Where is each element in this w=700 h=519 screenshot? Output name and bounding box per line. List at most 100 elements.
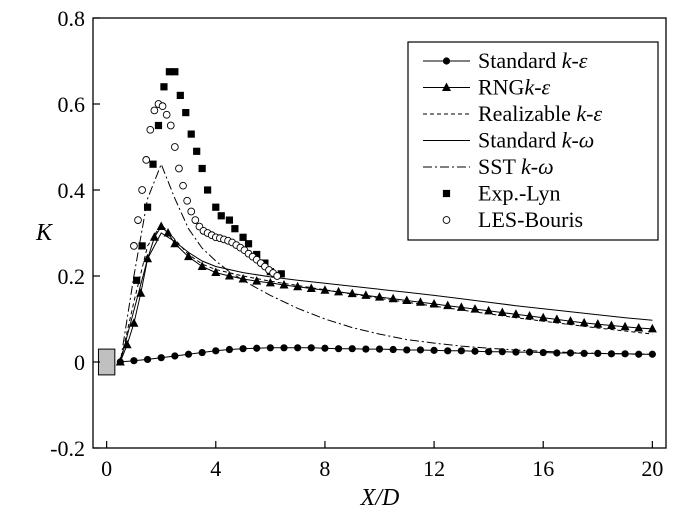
- point-rng-k-epsilon: [456, 302, 466, 311]
- point-standard-k-epsilon: [539, 348, 547, 357]
- legend-marker-exp-lyn: [442, 189, 451, 198]
- point-standard-k-epsilon: [348, 345, 356, 353]
- y-tick-label: 0.4: [58, 178, 86, 203]
- legend-item-exp-lyn: Exp.-Lyn: [442, 181, 561, 206]
- point-standard-k-epsilon: [471, 347, 479, 355]
- point-les-bouris: [142, 156, 151, 164]
- y-tick-label: 0.8: [58, 6, 86, 31]
- point-exp-lyn: [239, 233, 247, 241]
- line-realizable-k-epsilon: [119, 223, 653, 363]
- point-les-bouris: [146, 125, 155, 134]
- point-standard-k-epsilon: [225, 345, 234, 354]
- y-tick-label: -0.2: [50, 436, 85, 461]
- point-rng-k-epsilon: [593, 319, 603, 328]
- x-axis-title: X/D: [360, 485, 400, 511]
- x-tick-label: 4: [210, 456, 221, 481]
- plot-frame: [92, 17, 667, 449]
- point-standard-k-epsilon: [239, 345, 247, 353]
- legend-label-exp-lyn: Exp.-Lyn: [478, 181, 561, 206]
- point-les-bouris: [162, 110, 171, 119]
- point-les-bouris: [191, 216, 200, 224]
- legend-marker-rng-k-epsilon: [442, 82, 451, 91]
- point-les-bouris: [183, 196, 191, 205]
- y-tick-label: 0.6: [58, 92, 86, 117]
- legend-item-sst-k-omega: SST k-ω: [423, 154, 554, 179]
- point-exp-lyn: [253, 250, 261, 259]
- point-standard-k-epsilon: [403, 346, 411, 354]
- point-standard-k-epsilon: [430, 346, 438, 354]
- legend-item-rng-k-epsilon: RNGk-ε: [423, 75, 551, 100]
- point-rng-k-epsilon: [334, 286, 344, 296]
- point-exp-lyn: [149, 160, 157, 168]
- point-standard-k-epsilon: [294, 344, 302, 352]
- legend-item-realizable-k-epsilon: Realizable k-ε: [423, 101, 602, 126]
- point-standard-k-epsilon: [621, 350, 629, 358]
- point-rng-k-epsilon: [252, 276, 262, 285]
- point-standard-k-epsilon: [525, 348, 534, 356]
- point-rng-k-epsilon: [525, 310, 535, 320]
- point-standard-k-epsilon: [362, 345, 370, 353]
- point-standard-k-epsilon: [498, 348, 506, 356]
- legend-label-realizable-k-epsilon: Realizable k-ε: [478, 101, 602, 126]
- point-les-bouris: [134, 216, 142, 224]
- y-axis-title: K: [35, 220, 54, 246]
- point-rng-k-epsilon: [552, 314, 562, 323]
- point-les-bouris: [166, 121, 175, 130]
- point-exp-lyn: [225, 216, 234, 224]
- point-rng-k-epsilon: [566, 316, 575, 325]
- point-rng-k-epsilon: [129, 318, 139, 327]
- point-les-bouris: [273, 272, 282, 280]
- point-rng-k-epsilon: [279, 280, 289, 289]
- series-les-bouris: [130, 100, 282, 280]
- line-standard-k-epsilon: [120, 347, 653, 363]
- point-rng-k-epsilon: [211, 267, 221, 277]
- series-standard-k-epsilon: [116, 344, 656, 366]
- point-exp-lyn: [198, 164, 206, 173]
- point-les-bouris: [179, 181, 187, 190]
- point-rng-k-epsilon: [647, 323, 657, 333]
- legend-label-sst-k-omega: SST k-ω: [478, 154, 554, 179]
- point-exp-lyn: [277, 270, 285, 278]
- legend-marker-les-bouris: [442, 216, 451, 224]
- point-exp-lyn: [138, 242, 146, 250]
- point-exp-lyn: [231, 225, 239, 233]
- x-tick-label: 8: [319, 456, 330, 481]
- point-rng-k-epsilon: [170, 238, 180, 248]
- point-les-bouris: [187, 207, 196, 216]
- point-les-bouris: [158, 102, 167, 111]
- point-standard-k-epsilon: [321, 344, 329, 352]
- point-standard-k-epsilon: [143, 355, 152, 364]
- point-rng-k-epsilon: [156, 221, 166, 231]
- y-tick-label: 0.2: [58, 264, 86, 289]
- point-exp-lyn: [244, 240, 253, 248]
- point-exp-lyn: [143, 203, 152, 211]
- point-standard-k-epsilon: [553, 349, 561, 357]
- point-standard-k-epsilon: [444, 347, 452, 355]
- point-rng-k-epsilon: [579, 317, 589, 327]
- point-exp-lyn: [133, 276, 141, 284]
- y-tick-label: 0: [74, 350, 85, 375]
- legend-item-standard-k-epsilon: Standard k-ε: [423, 48, 588, 73]
- point-standard-k-epsilon: [485, 348, 493, 356]
- point-rng-k-epsilon: [265, 277, 275, 287]
- point-rng-k-epsilon: [184, 251, 193, 261]
- point-rng-k-epsilon: [470, 304, 480, 313]
- point-les-bouris: [171, 143, 179, 151]
- point-standard-k-epsilon: [389, 345, 397, 354]
- point-standard-k-epsilon: [457, 347, 465, 355]
- point-standard-k-epsilon: [607, 350, 616, 358]
- series-sst-k-omega: [119, 162, 653, 363]
- series-realizable-k-epsilon: [119, 223, 653, 363]
- point-rng-k-epsilon: [497, 307, 507, 317]
- point-exp-lyn: [212, 203, 220, 211]
- line-standard-k-omega: [119, 232, 653, 363]
- line-rng-k-epsilon: [119, 225, 653, 363]
- point-rng-k-epsilon: [197, 261, 207, 271]
- cylinder-body-marker: [97, 348, 116, 376]
- x-tick-label: 20: [641, 456, 663, 481]
- point-exp-lyn: [171, 68, 179, 76]
- legend-label-les-bouris: LES-Bouris: [478, 207, 583, 232]
- point-standard-k-epsilon: [130, 357, 138, 365]
- point-rng-k-epsilon: [306, 283, 316, 292]
